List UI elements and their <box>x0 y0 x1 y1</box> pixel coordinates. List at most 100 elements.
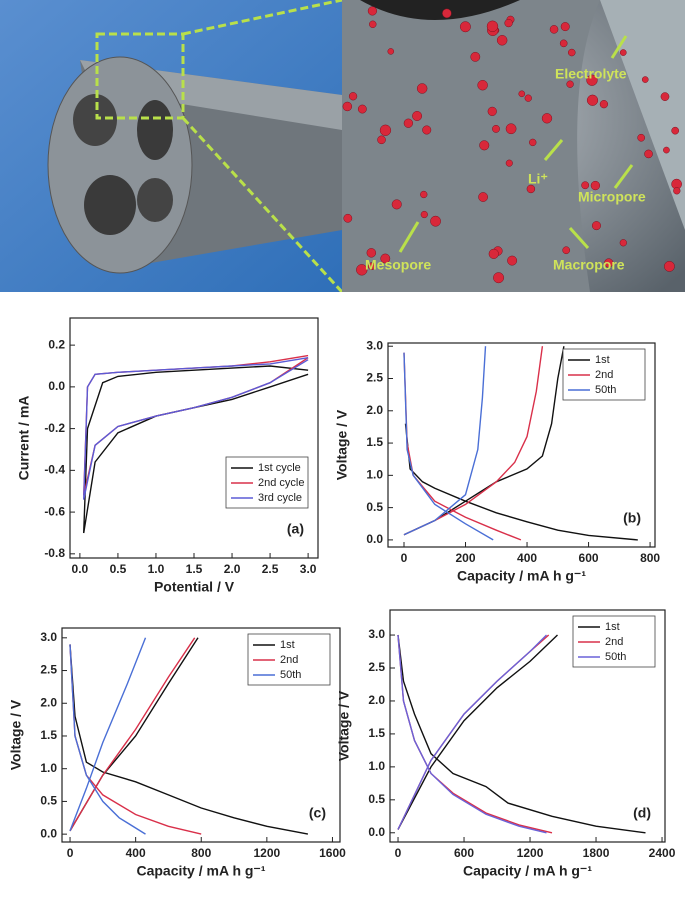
li-ion <box>478 192 488 202</box>
li-ion <box>505 123 517 135</box>
li-ion <box>562 246 571 255</box>
y-tick-label: 0.0 <box>48 379 65 393</box>
li-ion <box>507 255 518 266</box>
li-ion <box>541 113 553 124</box>
li-ion <box>416 83 428 94</box>
li-ion <box>644 149 653 159</box>
li-ion <box>568 48 576 57</box>
plot-frame <box>69 317 319 559</box>
li-ion <box>488 248 499 259</box>
x-tick-label: 2.0 <box>224 562 241 576</box>
data-line <box>403 346 544 541</box>
x-tick-label: 400 <box>517 551 537 565</box>
legend-label: 3rd cycle <box>258 492 302 504</box>
li-ion <box>420 190 428 199</box>
x-tick-label: 0.0 <box>72 562 89 576</box>
li-ion <box>604 258 614 268</box>
pore <box>137 100 173 160</box>
li-ion <box>526 184 536 194</box>
arrow <box>613 164 634 189</box>
panel-label: (c) <box>309 805 326 821</box>
macropore <box>360 0 520 20</box>
x-tick-label: 200 <box>456 551 476 565</box>
li-ion <box>560 22 570 32</box>
li-ion <box>412 111 423 121</box>
y-axis-label: Current / mA <box>16 396 32 481</box>
li-ion <box>486 20 499 32</box>
li-ion <box>487 106 497 116</box>
label-mesopore: Mesopore <box>365 257 431 273</box>
li-ion <box>581 181 590 190</box>
legend-label: 1st <box>595 354 610 366</box>
x-tick-label: 1200 <box>517 846 544 860</box>
legend-label: 2nd <box>605 636 623 648</box>
electrolyte <box>600 0 685 230</box>
pore <box>137 178 173 222</box>
x-tick-label: 0 <box>395 846 402 860</box>
li-ion <box>663 260 675 272</box>
y-tick-label: -0.4 <box>44 463 65 477</box>
li-ion <box>591 221 601 231</box>
legend-label: 2nd cycle <box>258 477 304 489</box>
arrows <box>398 35 634 253</box>
tube-end <box>47 56 193 274</box>
panel-label: (d) <box>633 805 651 821</box>
y-tick-label: 3.0 <box>366 338 383 352</box>
y-tick-label: -0.8 <box>44 546 65 560</box>
li-ion <box>586 74 598 86</box>
li-ion <box>366 248 377 258</box>
li-ion <box>459 21 471 33</box>
y-tick-label: 2.5 <box>366 371 383 385</box>
data-line <box>83 365 309 534</box>
arrow <box>543 139 564 161</box>
li-ion <box>641 76 649 83</box>
y-axis-label: Voltage / V <box>336 690 352 761</box>
x-tick-label: 1800 <box>583 846 610 860</box>
li-ion <box>430 215 441 227</box>
y-axis-label: Voltage / V <box>334 409 350 480</box>
illustration: Electrolyte Li⁺ Micropore Mesopore Macro… <box>0 0 685 292</box>
chart-panel: 0 400 800 1200 1600 0.0 0.5 1.0 1.5 2.0 2.5 3.0 Capa… <box>8 627 346 879</box>
y-tick-label: -0.2 <box>44 421 65 435</box>
charts: 0.0 0.5 1.0 1.5 2.0 2.5 3.0 -0.8 -0.6 -0.4 -0.2 0.0… <box>8 317 676 879</box>
legend-label: 50th <box>280 669 301 681</box>
x-tick-label: 0 <box>67 846 74 860</box>
y-tick-label: 1.0 <box>366 468 383 482</box>
zoom-line <box>182 0 343 36</box>
data-line <box>403 346 494 541</box>
li-ion <box>671 126 680 135</box>
chart-panel: 0 600 1200 1800 2400 0.0 0.5 1.0 1.5 2.0 2.5 3.0 Cap… <box>336 609 676 879</box>
label-micropore: Micropore <box>578 189 646 205</box>
arrow <box>610 35 628 59</box>
x-tick-label: 1600 <box>319 846 346 860</box>
y-tick-label: -0.6 <box>44 504 65 518</box>
li-ion <box>637 133 646 142</box>
y-tick-label: 3.0 <box>368 627 385 641</box>
li-ion <box>619 49 627 56</box>
x-tick-label: 600 <box>454 846 474 860</box>
panel-label: (a) <box>287 521 304 537</box>
y-tick-label: 3.0 <box>40 630 57 644</box>
x-tick-label: 1.5 <box>186 562 203 576</box>
li-ion <box>470 51 481 62</box>
li-ion <box>477 80 488 91</box>
x-axis-label: Capacity / mA h g⁻¹ <box>463 863 592 879</box>
pore <box>73 94 117 146</box>
y-tick-label: 1.5 <box>366 435 383 449</box>
li-ion <box>660 92 670 101</box>
label-macropore: Macropore <box>553 257 625 273</box>
li-ion <box>367 6 377 16</box>
panel-label: (b) <box>623 510 641 526</box>
li-ion <box>524 94 532 102</box>
legend-label: 50th <box>595 384 616 396</box>
y-tick-label: 0.5 <box>40 794 57 808</box>
y-tick-label: 1.5 <box>40 728 57 742</box>
y-tick-label: 2.0 <box>40 695 57 709</box>
li-ion <box>379 124 392 136</box>
li-ion <box>356 264 368 276</box>
li-ion <box>504 18 513 28</box>
li-ion <box>387 48 395 55</box>
li-ion <box>377 135 386 145</box>
x-tick-label: 0.5 <box>110 562 127 576</box>
